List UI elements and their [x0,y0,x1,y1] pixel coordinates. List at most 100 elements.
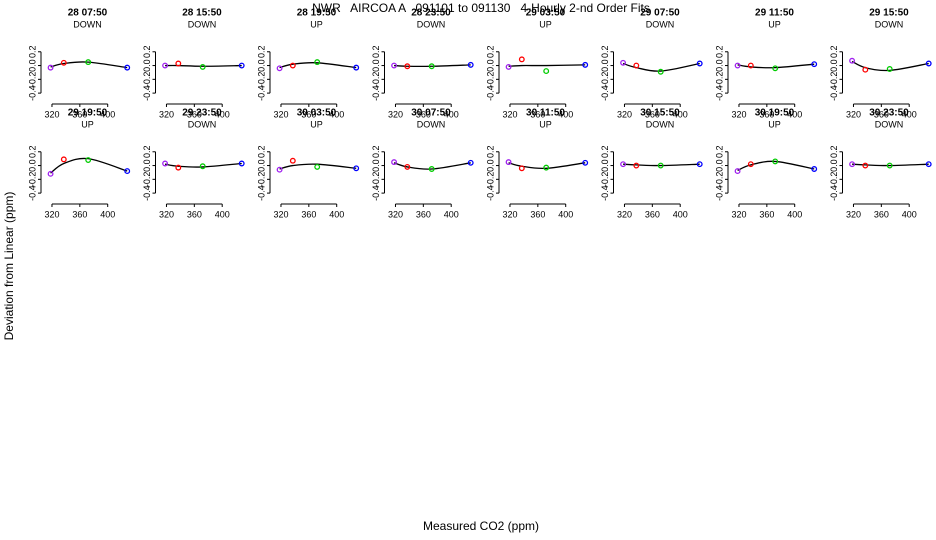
x-tick-label: 360 [645,109,660,119]
data-point [620,161,627,168]
x-tick-label: 360 [530,109,545,119]
y-tick-label: -0.4 [256,185,266,201]
panel-subtitle: DOWN [417,19,446,29]
data-point [124,168,131,175]
data-point [633,162,640,169]
panel-title: 29 15:50 [869,8,909,19]
y-tick-label: -0.4 [600,85,610,101]
x-tick-label: 360 [416,209,431,219]
panel-title: 29 19:50 [68,108,108,119]
y-tick-label: 0.0 [829,159,839,172]
x-tick-label: 360 [301,209,316,219]
data-point [518,56,525,63]
data-point [199,63,206,70]
x-tick-label: 360 [530,209,545,219]
y-tick-label: -0.2 [714,72,724,88]
data-point [849,161,856,168]
x-tick-label: 360 [72,109,87,119]
y-tick-label: -0.4 [371,85,381,101]
y-tick-label: 0.2 [714,46,724,59]
data-point [772,65,779,72]
y-tick-label: -0.4 [27,185,37,201]
x-tick-label: 400 [100,209,115,219]
data-point [747,161,754,168]
y-tick-label: -0.2 [714,172,724,188]
y-tick-label: 0.2 [142,46,152,59]
panel-title: 28 15:50 [182,8,222,19]
y-tick-label: 0.0 [256,159,266,172]
data-point [811,166,818,172]
data-point [925,161,932,168]
panel-subtitle: DOWN [417,119,446,129]
x-tick-label: 360 [301,109,316,119]
y-tick-label: 0.0 [27,59,37,72]
panel-subtitle: DOWN [875,19,904,29]
panel-title: 28 23:50 [411,8,451,19]
y-tick-label: 0.0 [829,59,839,72]
x-tick-label: 360 [416,109,431,119]
x-tick-label: 400 [329,109,344,119]
data-point [582,159,589,166]
page-title: NWR AIRCOA A 091101 to 091130 4-Hourly 2… [312,1,650,15]
data-point [849,57,856,64]
x-tick-label: 320 [159,209,174,219]
fit-curve [737,63,815,69]
y-tick-label: 0.2 [27,46,37,59]
panel-title: 30 19:50 [755,108,795,119]
data-point [60,59,67,66]
x-tick-label: 320 [731,209,746,219]
x-tick-label: 360 [72,209,87,219]
data-point [85,59,92,66]
data-point [47,170,54,177]
x-tick-label: 400 [444,209,459,219]
y-tick-label: 0.0 [256,59,266,72]
data-point [696,60,703,67]
fit-curve [279,62,357,69]
panel-subtitle: UP [310,119,323,129]
fit-curve [851,60,929,72]
data-point [467,61,474,68]
y-tick-label: 0.2 [256,146,266,159]
data-point [543,68,550,75]
y-tick-label: -0.4 [829,185,839,201]
x-tick-label: 320 [273,209,288,219]
x-tick-label: 320 [44,209,59,219]
data-point [238,62,245,69]
data-point [238,160,245,167]
x-tick-label: 320 [731,109,746,119]
x-tick-label: 320 [388,109,403,119]
panel-subtitle: UP [768,19,781,29]
data-point [620,59,627,66]
x-tick-label: 400 [787,109,802,119]
y-tick-label: -0.2 [485,172,495,188]
x-tick-label: 320 [502,109,517,119]
x-tick-label: 320 [44,109,59,119]
data-point [886,66,893,72]
x-tick-label: 400 [673,209,688,219]
y-tick-label: 0.0 [27,159,37,172]
y-tick-label: 0.0 [142,59,152,72]
panel-title: 29 07:50 [640,8,680,19]
y-tick-label: -0.2 [371,72,381,88]
fit-curve [394,64,471,68]
x-tick-label: 400 [902,209,917,219]
data-point [543,164,550,171]
y-tick-label: 0.2 [714,146,724,159]
y-tick-label: -0.4 [714,185,724,201]
y-tick-label: -0.2 [142,172,152,188]
fit-curve [622,62,700,72]
y-tick-label: 0.2 [27,146,37,159]
data-point [175,60,182,67]
y-tick-label: -0.2 [27,72,37,88]
x-tick-label: 320 [502,209,517,219]
fit-curve [623,163,700,167]
x-tick-label: 320 [388,209,403,219]
data-point [289,157,296,164]
y-tick-label: 0.0 [485,159,495,172]
y-tick-label: -0.2 [600,72,610,88]
data-point [353,64,360,71]
x-tick-label: 400 [558,109,573,119]
y-tick-label: -0.2 [371,172,381,188]
data-point [60,156,67,163]
